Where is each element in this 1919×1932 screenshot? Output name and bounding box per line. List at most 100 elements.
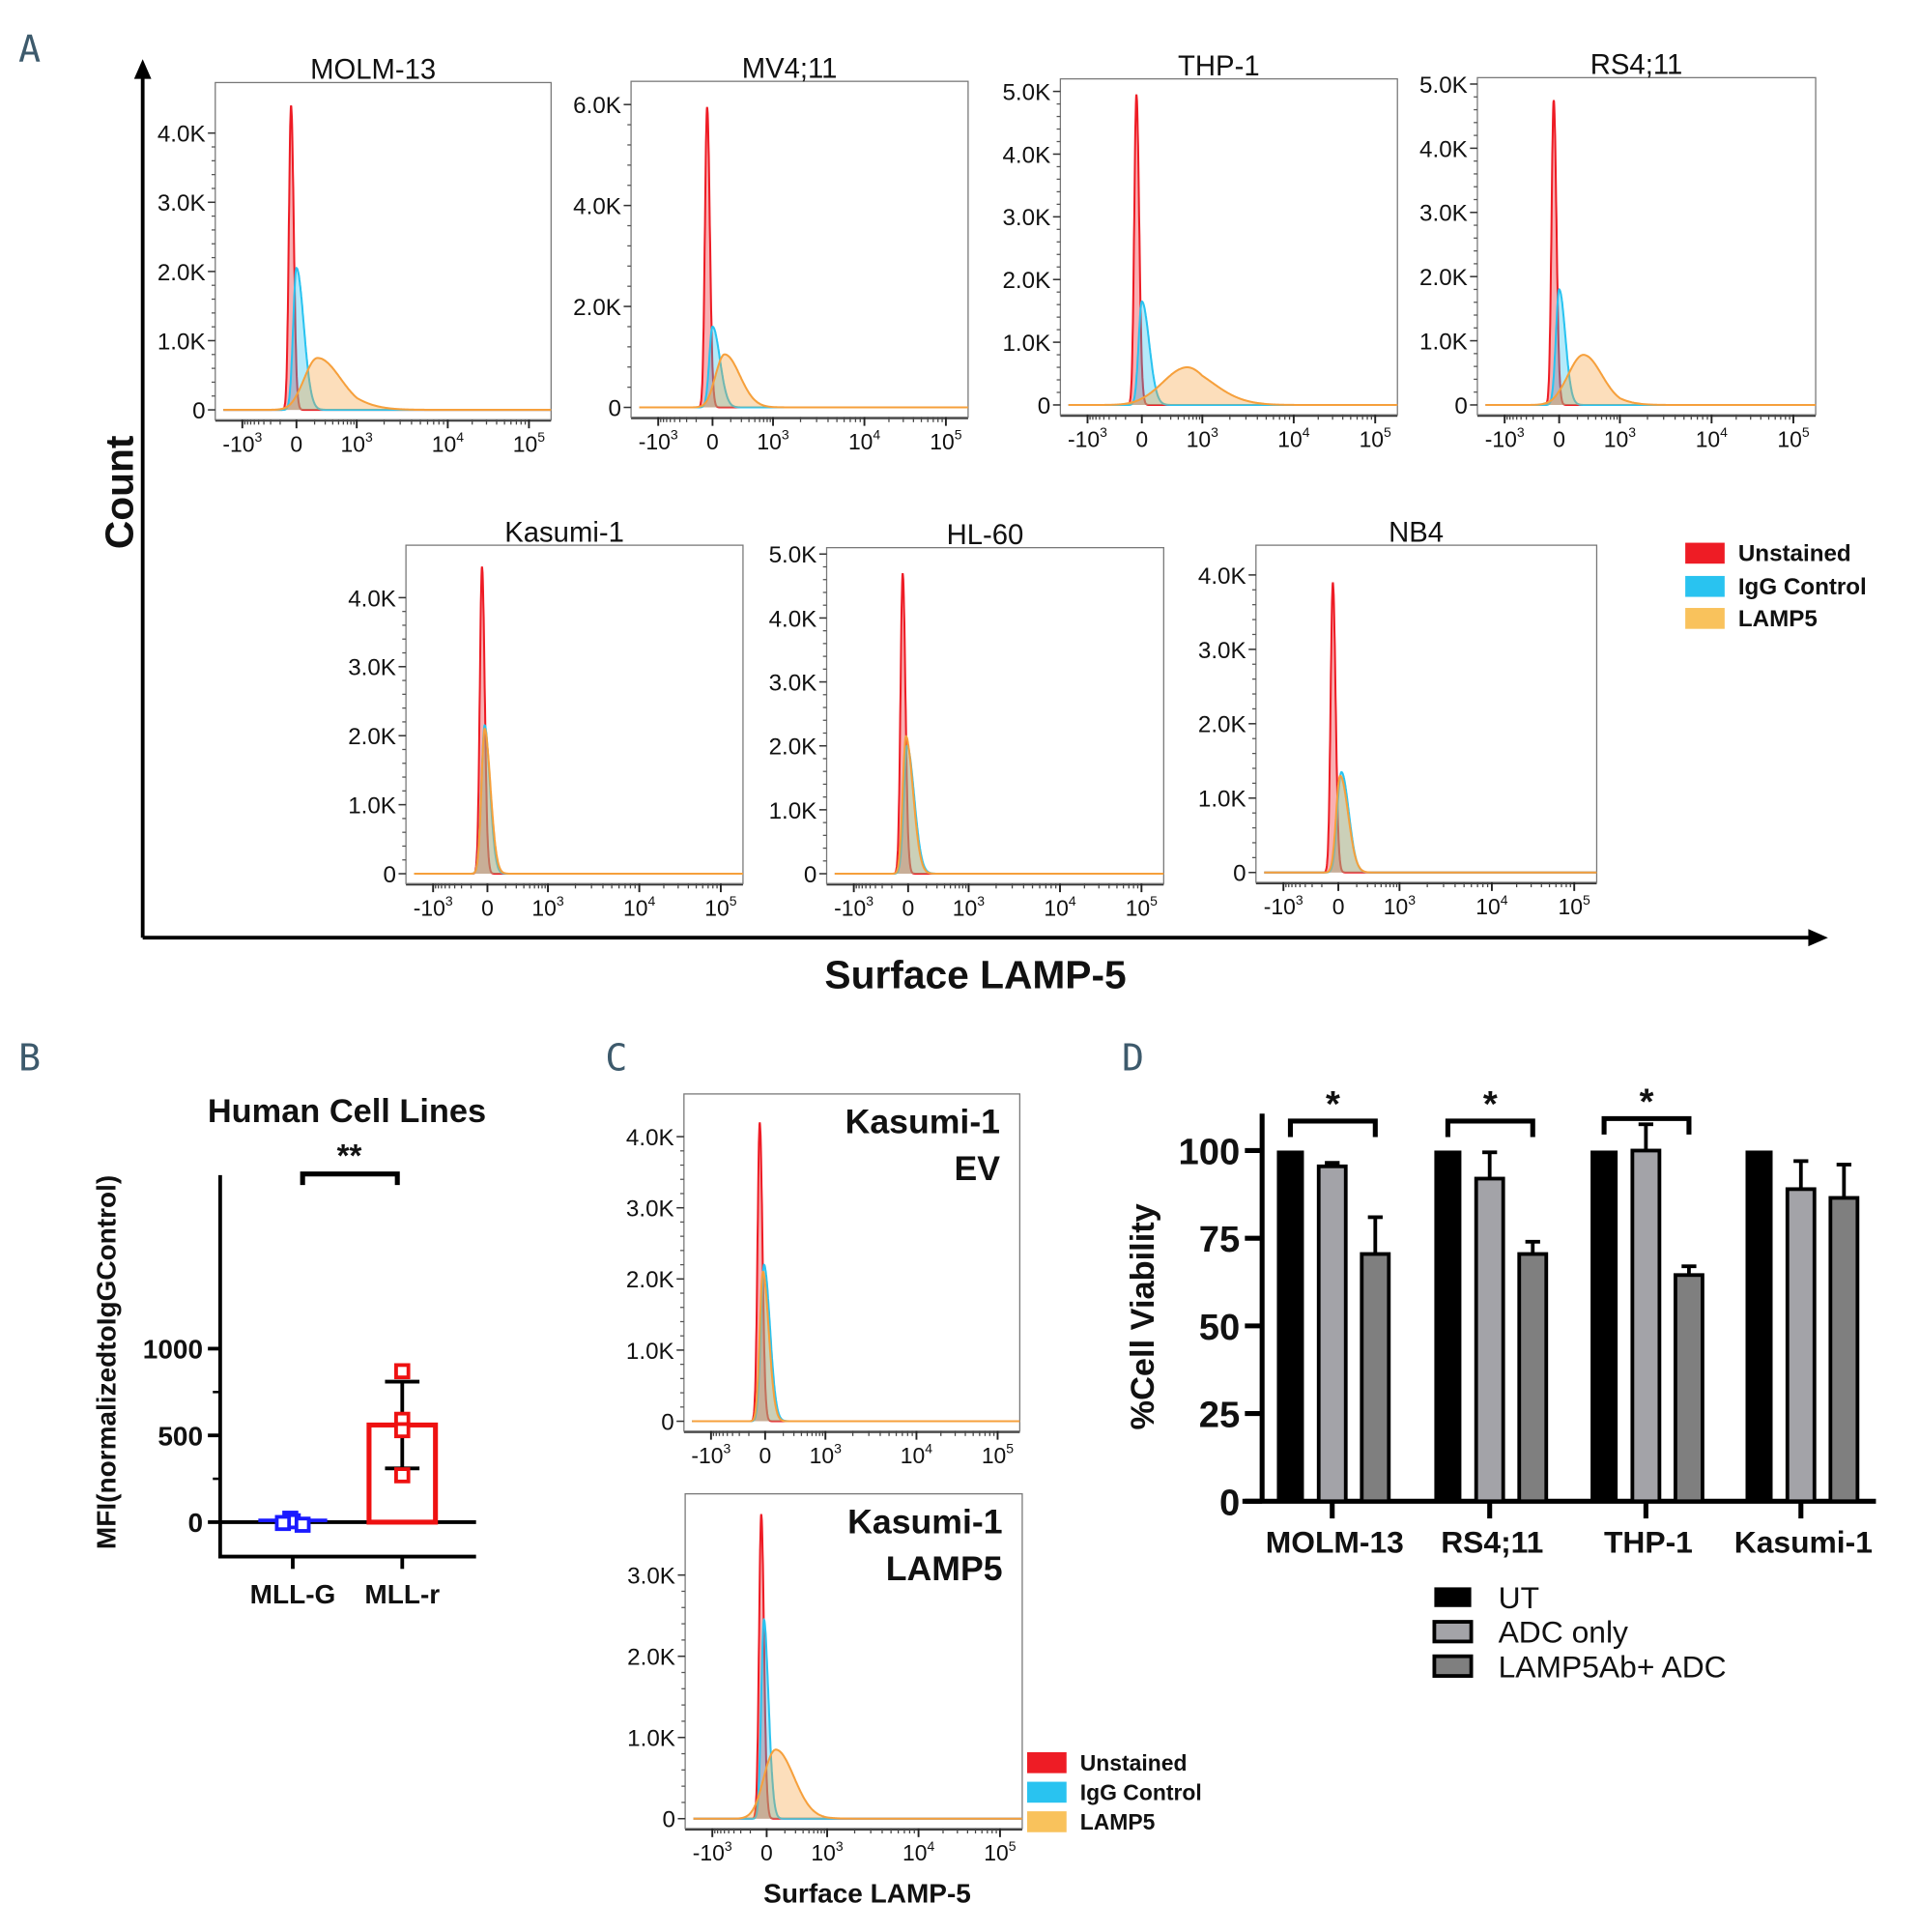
significance-label: **: [337, 1139, 362, 1174]
plot-frame: [1255, 544, 1598, 883]
y-tick-label: 4.0K: [1419, 136, 1468, 162]
legend-label: IgG Control: [1738, 574, 1867, 600]
y-tick-label: 0: [192, 398, 205, 424]
x-tick-label: -103: [834, 893, 874, 920]
x-tick-label: 105: [1777, 424, 1809, 451]
histogram-fill-1: [826, 745, 1164, 875]
x-tick-label: 0: [1553, 426, 1565, 451]
histogram-line-igg-control: [834, 744, 1164, 876]
panel-c-xlabel: Surface LAMP-5: [763, 1878, 971, 1908]
x-tick-label: 0: [759, 1443, 771, 1468]
data-point: [294, 1516, 311, 1533]
x-tick-label: MOLM-13: [1266, 1525, 1404, 1560]
bar-ut: [1276, 1150, 1304, 1502]
y-tick-label: 3.0K: [348, 655, 396, 681]
histogram-fill-2: [826, 735, 1164, 875]
histogram-line-lamp5: [1264, 774, 1597, 874]
histogram-line-lamp5: [1068, 366, 1398, 406]
x-tick-exponent: 3: [977, 893, 985, 908]
y-tick-label: 1.0K: [348, 793, 396, 820]
histogram-line-igg-control: [1264, 770, 1597, 874]
y-tick-label: 4.0K: [158, 122, 206, 148]
histogram-line-lamp5: [223, 357, 552, 412]
plot-frame: [630, 80, 969, 418]
panel-b-ylabel: MFI(normalizedtoIgGControl): [92, 1175, 122, 1549]
x-tick-exponent: 4: [1720, 424, 1728, 440]
legend-swatch-igg: [1685, 575, 1725, 597]
y-tick-label: 1.0K: [627, 1726, 675, 1752]
panel-a-ylabel: Count: [97, 435, 141, 549]
y-tick-label: 3.0K: [1198, 638, 1246, 664]
histogram-line-lamp5: [639, 353, 968, 409]
x-tick-label: Kasumi-1: [1734, 1525, 1873, 1560]
legend-label: LAMP5: [1080, 1809, 1156, 1834]
plot-frame: [683, 1093, 1021, 1432]
histogram-line-unstained: [639, 106, 968, 409]
x-tick-label: 105: [704, 893, 736, 920]
y-tick-label: 0: [1219, 1482, 1240, 1523]
y-tick-label: 2.0K: [626, 1267, 674, 1293]
bar-adc-only: [1630, 1148, 1662, 1504]
legend-label: ADC only: [1499, 1615, 1628, 1650]
x-tick-label: -103: [1068, 424, 1107, 451]
x-tick-exponent: 4: [927, 1838, 934, 1854]
data-point: [274, 1514, 292, 1532]
y-tick-label: 3.0K: [627, 1564, 675, 1590]
plot-frame: [684, 1493, 1023, 1830]
histogram-fill-2: [1255, 775, 1597, 873]
legend-swatch: [1432, 1654, 1474, 1678]
y-tick-label: 1.0K: [626, 1339, 674, 1365]
histogram-line-unstained: [1264, 582, 1597, 874]
x-tick-label: 0: [902, 895, 914, 920]
x-tick-label: -103: [693, 1838, 732, 1865]
panel-title: NB4: [1389, 516, 1444, 548]
histogram-fill-2: [683, 1271, 1020, 1422]
y-tick-label: 4.0K: [769, 606, 817, 632]
panel-title: Kasumi-1: [845, 1103, 1000, 1141]
histogram-line-unstained: [414, 566, 743, 876]
legend-label: LAMP5: [1738, 606, 1818, 632]
histogram-line-igg-control: [223, 266, 552, 412]
x-tick-exponent: 3: [557, 893, 564, 908]
histogram-fill-0: [1060, 94, 1398, 405]
histogram-line-igg-control: [639, 325, 968, 409]
legend-c: Unstained IgG Control LAMP5: [1027, 1750, 1202, 1834]
x-tick-label: 104: [848, 427, 880, 454]
histogram-panel: 0 1.0K 2.0K 3.0K 4.0K 5.0K -103 0 103 104 105 THP-1: [1002, 50, 1398, 451]
histogram-fill-1: [631, 327, 968, 408]
significance-bracket: [300, 1171, 400, 1186]
histogram-line-lamp5: [1485, 354, 1817, 406]
legend-swatch: [1434, 1587, 1472, 1607]
legend-swatch-unstained: [1685, 542, 1725, 564]
x-tick-exponent: 3: [445, 893, 453, 908]
y-tick-label: 3.0K: [1419, 201, 1468, 227]
histogram-fill-2: [215, 358, 552, 411]
y-tick-label: 0: [1454, 393, 1467, 419]
panel-title: MOLM-13: [310, 54, 436, 86]
x-tick-label: MLL-r: [364, 1579, 440, 1609]
data-point: [394, 1467, 411, 1484]
x-tick-exponent: 4: [456, 429, 464, 445]
plot-frame: [215, 81, 552, 420]
data-point: [394, 1422, 411, 1439]
histogram-line-lamp5: [834, 735, 1164, 876]
x-tick-label: 105: [984, 1838, 1016, 1865]
plot-frame: [825, 547, 1164, 884]
x-tick-label: 103: [531, 893, 563, 920]
data-point: [394, 1363, 411, 1380]
y-tick-label: 0: [804, 862, 816, 888]
y-tick-label: 0: [1233, 861, 1246, 887]
histogram-fill-0: [1476, 100, 1817, 405]
x-tick-label: 0: [481, 895, 494, 920]
x-tick-label: 103: [811, 1838, 843, 1865]
bar-ut: [1590, 1150, 1618, 1502]
x-tick-label: MLL-G: [250, 1579, 336, 1609]
y-tick-label: 0: [187, 1508, 203, 1538]
y-tick-label: 4.0K: [1002, 142, 1050, 168]
panel-title: Kasumi-1: [504, 516, 624, 548]
x-tick-label: -103: [222, 429, 262, 456]
histogram-line-igg-control: [693, 1617, 1022, 1820]
y-tick-label: 2.0K: [1002, 268, 1050, 294]
y-tick-label: 1.0K: [1002, 331, 1050, 357]
y-tick-label: 2.0K: [158, 260, 206, 286]
